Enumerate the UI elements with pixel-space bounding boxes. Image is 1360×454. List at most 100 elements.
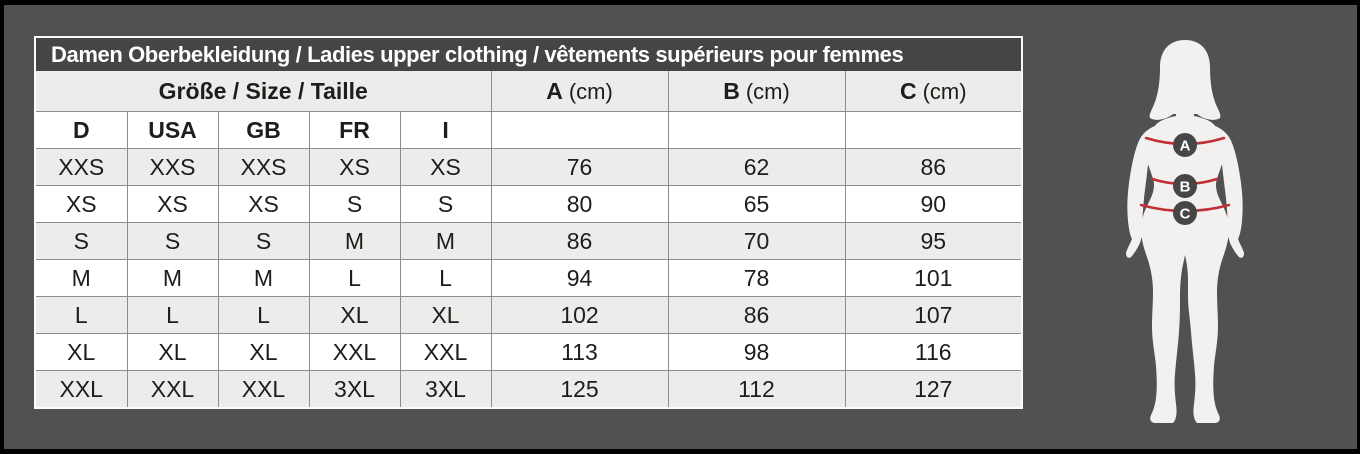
- measure-cell: 112: [667, 370, 846, 407]
- measure-cell: 113: [490, 333, 669, 371]
- measure-cell: 76: [490, 148, 669, 186]
- marker-c: C: [1173, 201, 1197, 225]
- size-cell: XL: [217, 333, 310, 371]
- size-cell: XL: [308, 296, 401, 334]
- size-cell: 3XL: [308, 370, 401, 407]
- measure-cell: 70: [667, 222, 846, 260]
- measure-header-a: A (cm): [490, 71, 669, 112]
- measure-cell: 80: [490, 185, 669, 223]
- size-cell: XXS: [126, 148, 219, 186]
- size-cell: XS: [217, 185, 310, 223]
- country-header-d: D: [36, 111, 128, 149]
- table-row: XXS XXS XXS XS XS 76 62 86: [36, 148, 1022, 186]
- measure-cell: 78: [667, 259, 846, 297]
- size-cell: XXL: [399, 333, 492, 371]
- measure-cell: 127: [844, 370, 1022, 407]
- measure-cell: 86: [490, 222, 669, 260]
- silhouette-left-arm: [1126, 126, 1155, 258]
- measure-unit-a: (cm): [568, 78, 613, 104]
- marker-b-circle: [1173, 174, 1197, 198]
- size-cell: XL: [126, 333, 219, 371]
- country-header-usa: USA: [126, 111, 219, 149]
- measure-cell: 95: [844, 222, 1022, 260]
- page-title: Damen Oberbekleidung / Ladies upper clot…: [36, 38, 1021, 71]
- size-cell: S: [399, 185, 492, 223]
- size-cell: XL: [399, 296, 492, 334]
- size-cell: XS: [36, 185, 128, 223]
- measure-cell: 102: [490, 296, 669, 334]
- size-cell: XS: [308, 148, 401, 186]
- size-cell: XL: [36, 333, 128, 371]
- marker-a-label: A: [1180, 138, 1191, 155]
- empty-header-cell: [667, 111, 846, 149]
- table-row: XS XS XS S S 80 65 90: [36, 185, 1022, 223]
- size-cell: L: [308, 259, 401, 297]
- size-cell: S: [217, 222, 310, 260]
- size-cell: M: [36, 259, 128, 297]
- marker-c-circle: [1173, 201, 1197, 225]
- group-header-row: Größe / Size / Taille A (cm) B (cm) C (cm): [36, 71, 1022, 112]
- size-cell: XXS: [217, 148, 310, 186]
- measure-header-c: C (cm): [844, 71, 1022, 112]
- size-cell: L: [217, 296, 310, 334]
- table-row: L L L XL XL 102 86 107: [36, 296, 1022, 334]
- size-cell: S: [36, 222, 128, 260]
- measure-header-b: B (cm): [667, 71, 846, 112]
- table-row: XXL XXL XXL 3XL 3XL 125 112 127: [36, 370, 1022, 407]
- measure-letter-a: A: [546, 77, 563, 104]
- size-cell: S: [126, 222, 219, 260]
- marker-a: A: [1173, 133, 1197, 157]
- size-cell: XXL: [126, 370, 219, 407]
- size-cell: XXL: [308, 333, 401, 371]
- country-header-fr: FR: [308, 111, 401, 149]
- measure-unit-b: (cm): [745, 78, 790, 104]
- empty-header-cell: [844, 111, 1022, 149]
- marker-c-label: C: [1180, 206, 1191, 223]
- size-group-header: Größe / Size / Taille: [36, 71, 492, 112]
- country-header-row: D USA GB FR I: [36, 111, 1022, 149]
- measure-letter-b: B: [723, 77, 740, 104]
- country-header-i: I: [399, 111, 492, 149]
- silhouette-body: [1141, 116, 1229, 423]
- size-cell: L: [126, 296, 219, 334]
- marker-a-circle: [1173, 133, 1197, 157]
- measure-cell: 98: [667, 333, 846, 371]
- size-chart-panel: Damen Oberbekleidung / Ladies upper clot…: [34, 36, 1023, 409]
- empty-header-cell: [490, 111, 669, 149]
- size-cell: XS: [399, 148, 492, 186]
- country-header-gb: GB: [217, 111, 310, 149]
- marker-b: B: [1173, 174, 1197, 198]
- measure-cell: 101: [844, 259, 1022, 297]
- size-cell: 3XL: [399, 370, 492, 407]
- female-silhouette-figure: A B C: [1126, 40, 1244, 423]
- size-cell: XXL: [36, 370, 128, 407]
- measure-letter-c: C: [899, 77, 917, 104]
- size-cell: XXL: [217, 370, 310, 407]
- measure-cell: 125: [490, 370, 669, 407]
- size-cell: L: [36, 296, 128, 334]
- measure-cell: 65: [667, 185, 846, 223]
- silhouette-neck: [1176, 94, 1194, 122]
- size-cell: M: [399, 222, 492, 260]
- measure-cell: 116: [844, 333, 1022, 371]
- silhouette-right-arm: [1215, 126, 1244, 258]
- measure-cell: 62: [667, 148, 846, 186]
- silhouette-hair: [1149, 40, 1221, 120]
- measure-cell: 86: [667, 296, 846, 334]
- size-cell: XXS: [36, 148, 128, 186]
- marker-b-label: B: [1180, 179, 1191, 196]
- measure-cell: 90: [844, 185, 1022, 223]
- size-cell: M: [217, 259, 310, 297]
- measure-cell: 94: [490, 259, 669, 297]
- size-cell: XS: [126, 185, 219, 223]
- size-cell: M: [308, 222, 401, 260]
- measure-unit-c: (cm): [922, 78, 967, 104]
- measure-cell: 107: [844, 296, 1022, 334]
- size-cell: M: [126, 259, 219, 297]
- size-cell: S: [308, 185, 401, 223]
- size-table: Größe / Size / Taille A (cm) B (cm) C (cm) …: [36, 71, 1022, 407]
